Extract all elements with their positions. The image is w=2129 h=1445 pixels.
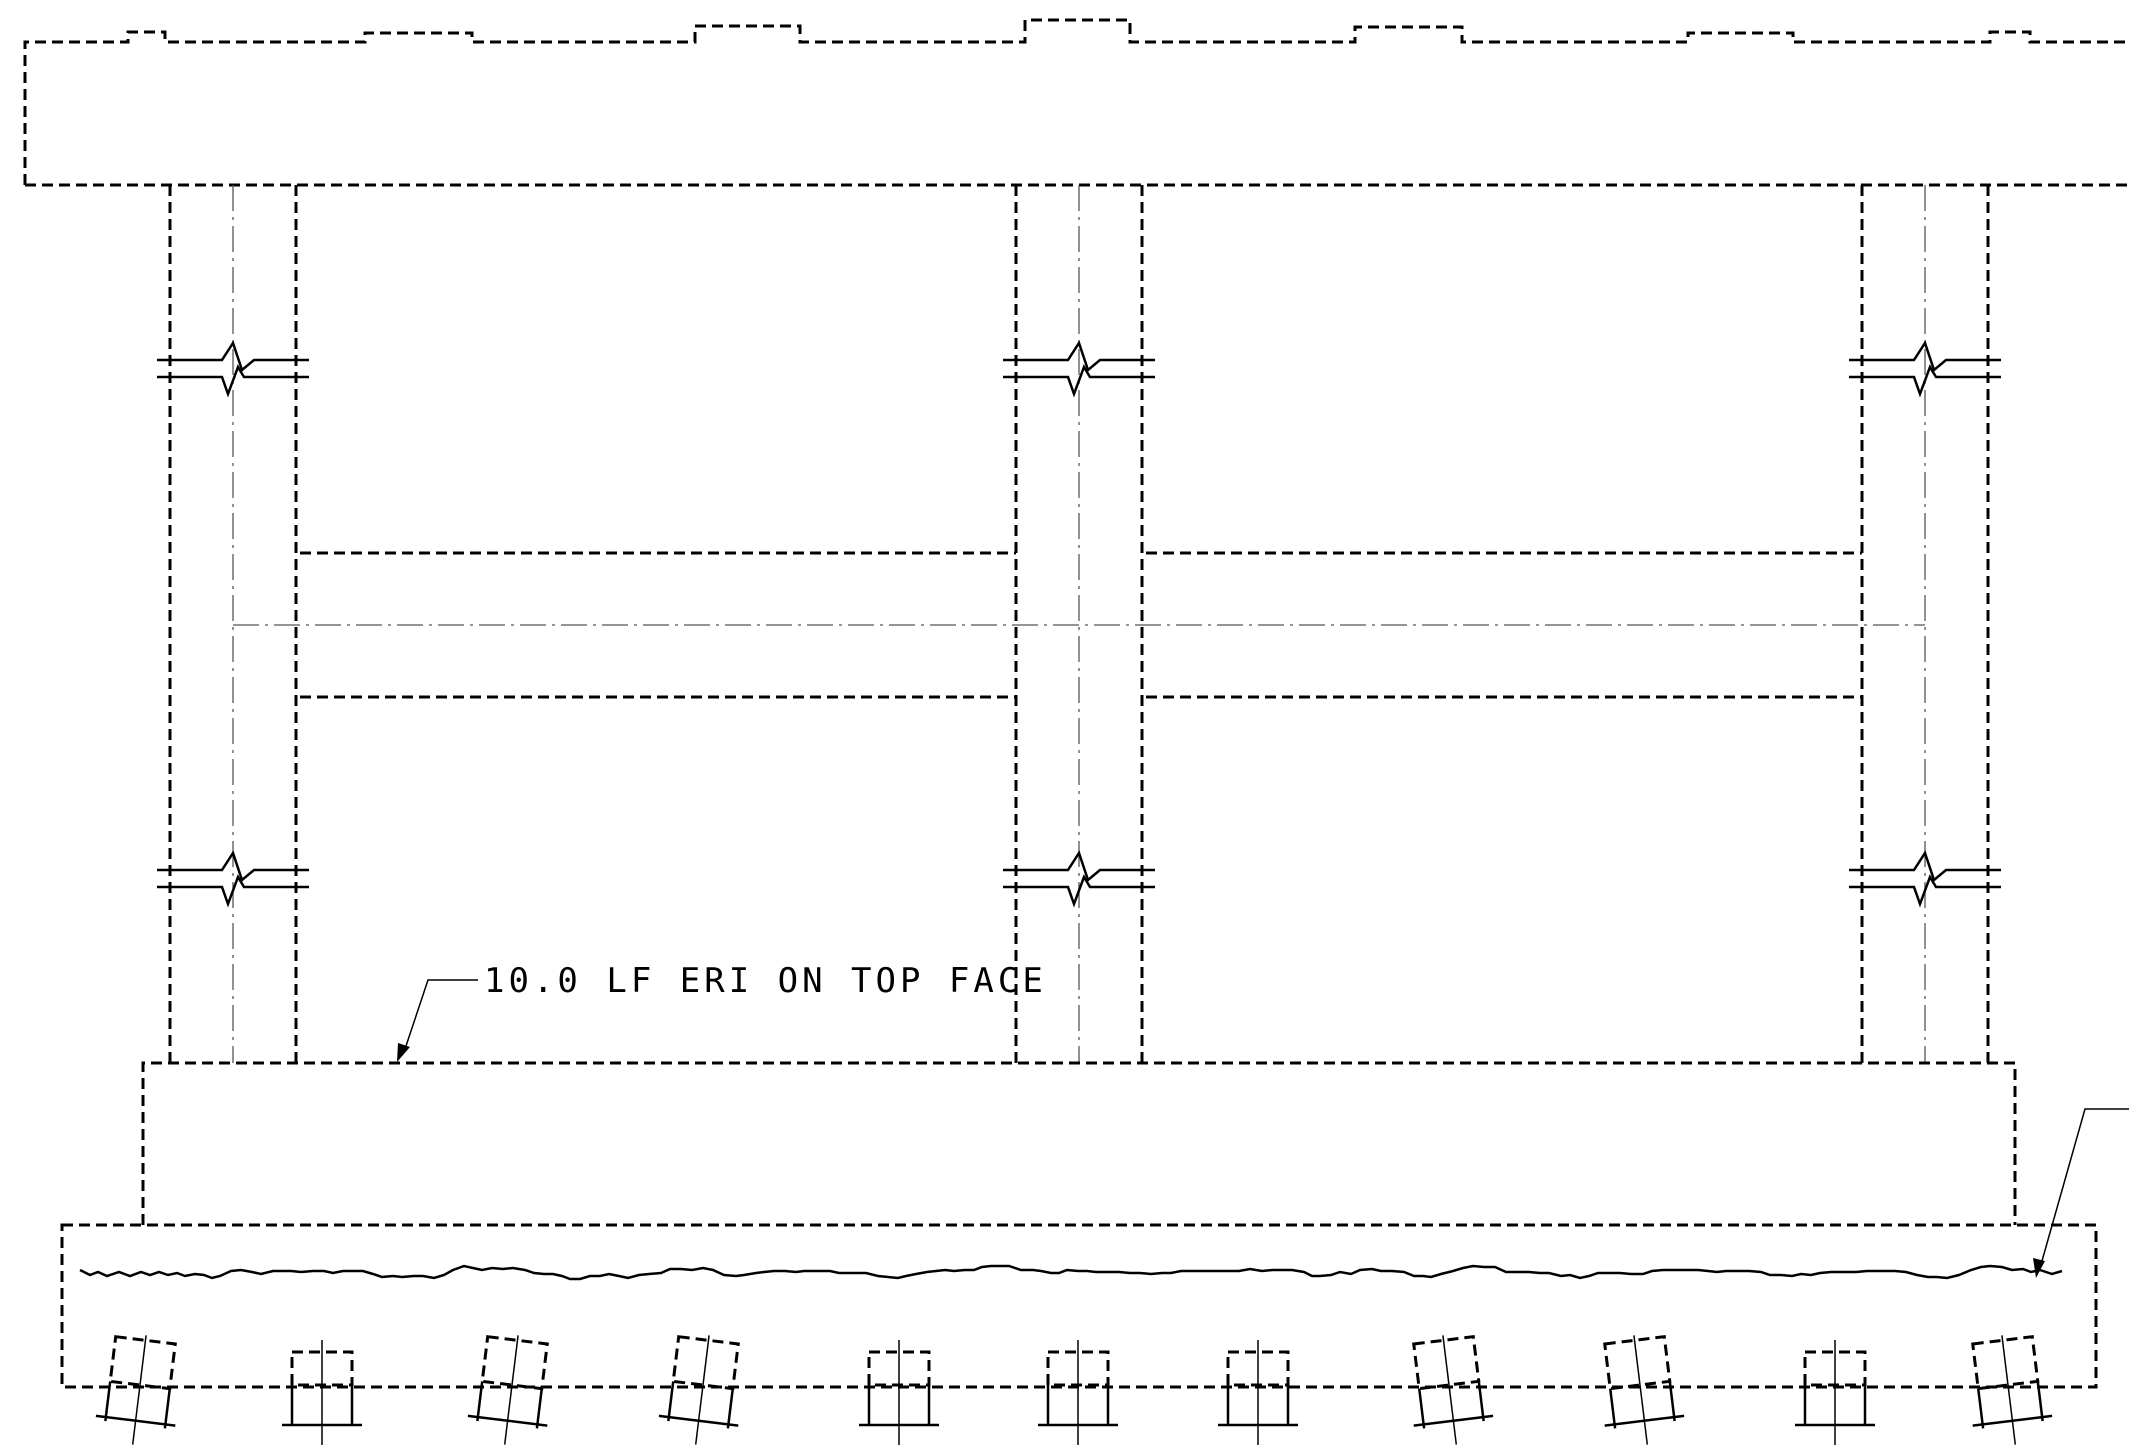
- pile-11: [1971, 1335, 2053, 1445]
- pile-6: [1038, 1340, 1118, 1445]
- column-right: [1860, 185, 1990, 1063]
- eri-leader: [397, 979, 478, 1062]
- pile-8: [1412, 1335, 1494, 1445]
- pile-4: [658, 1335, 740, 1445]
- column-left: [168, 185, 298, 1063]
- pile-5: [859, 1340, 939, 1445]
- pile-7: [1218, 1340, 1298, 1445]
- right-leader: [2033, 1108, 2129, 1278]
- pile-1: [95, 1335, 177, 1445]
- strut-beams: [233, 551, 1925, 699]
- pile-tops: [95, 1335, 2053, 1445]
- pile-2: [282, 1340, 362, 1445]
- break-symbols: [157, 340, 2001, 908]
- footing: [60, 1061, 2098, 1389]
- pile-10: [1795, 1340, 1875, 1445]
- eri-note-label: 10.0 LF ERI ON TOP FACE: [484, 961, 1047, 1001]
- pile-3: [467, 1335, 549, 1445]
- column-middle: [1014, 185, 1144, 1063]
- ground-line: [79, 1264, 2063, 1281]
- pile-9: [1603, 1335, 1685, 1445]
- deck-beam: [23, 18, 2129, 187]
